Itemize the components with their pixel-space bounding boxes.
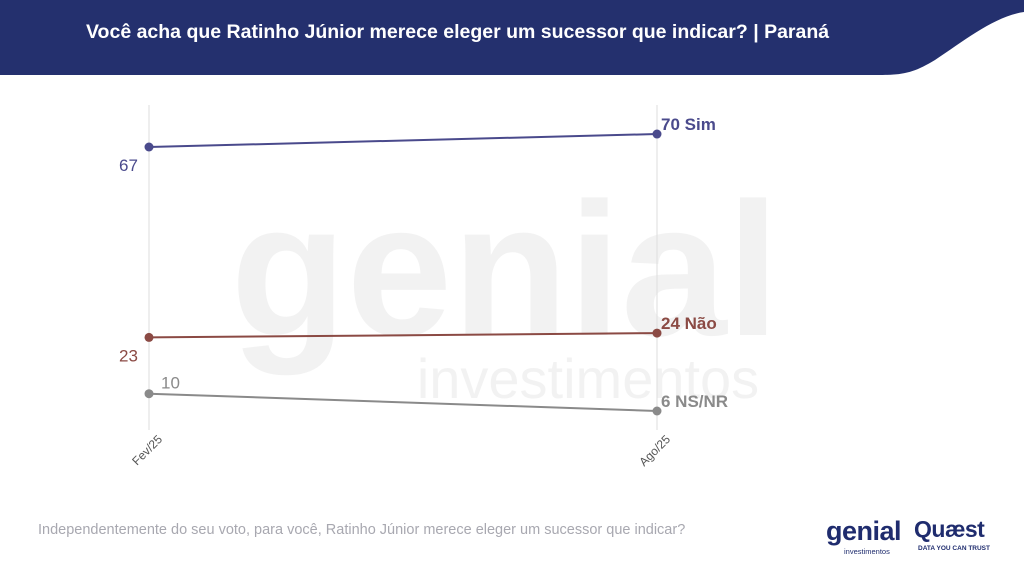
start-data-label: 23 [119, 346, 138, 365]
end-data-label: 6 NS/NR [661, 392, 728, 411]
data-point [144, 389, 154, 399]
series-n-o: 23 24 Não [119, 314, 717, 365]
data-point [652, 406, 662, 416]
watermark-sub: investimentos [417, 347, 759, 410]
x-tick-label: Fev/25 [129, 432, 165, 468]
genial-logo-sub: investimentos [844, 547, 890, 556]
genial-logo-word: genial [826, 516, 902, 546]
series-line [148, 133, 658, 148]
watermark-word: genial [230, 164, 779, 376]
start-data-label: 10 [161, 374, 180, 393]
quaest-logo-sub: DATA YOU CAN TRUST [918, 545, 990, 552]
gridlines [148, 105, 658, 430]
watermark: genial investimentos [230, 164, 779, 410]
series-sim: 67 70 Sim [119, 115, 716, 175]
data-point [144, 142, 154, 152]
x-tick-label: Ago/25 [636, 432, 673, 469]
start-data-label: 67 [119, 156, 138, 175]
series-ns-nr: 10 6 NS/NR [144, 374, 728, 416]
genial-logo: genial investimentos [826, 516, 908, 556]
series-line [148, 332, 658, 339]
header-banner: Você acha que Ratinho Júnior merece eleg… [0, 0, 1024, 80]
page-title: Você acha que Ratinho Júnior merece eleg… [86, 21, 830, 43]
header-shape [0, 0, 1024, 75]
data-point [144, 332, 154, 342]
quaest-logo: Quæst DATA YOU CAN TRUST [914, 516, 998, 556]
x-axis-ticks: Fev/25 Ago/25 [129, 432, 673, 469]
quaest-logo-word: Quæst [914, 516, 985, 542]
end-data-label: 24 Não [661, 314, 717, 333]
data-point [652, 129, 662, 139]
series-group: 67 70 Sim 23 24 Não 10 6 NS/NR [119, 115, 728, 416]
survey-question: Independentemente do seu voto, para você… [38, 522, 686, 538]
data-point [652, 328, 662, 338]
end-data-label: 70 Sim [661, 115, 716, 134]
series-line [148, 392, 658, 412]
